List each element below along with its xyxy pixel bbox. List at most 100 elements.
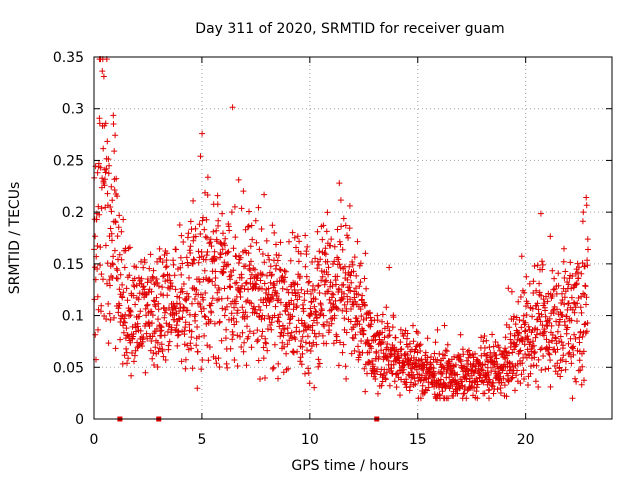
data-point	[555, 322, 562, 329]
data-point	[120, 216, 127, 223]
data-point	[497, 373, 504, 380]
data-point	[315, 363, 322, 370]
data-point	[561, 301, 568, 308]
data-point	[127, 339, 134, 346]
data-point	[96, 115, 103, 122]
data-point	[495, 344, 502, 351]
data-point	[579, 218, 586, 225]
data-point	[313, 309, 320, 316]
data-point	[424, 354, 431, 361]
data-point	[327, 300, 334, 307]
data-point	[404, 352, 411, 359]
data-point	[544, 298, 551, 305]
data-point	[497, 347, 503, 354]
data-point	[138, 275, 145, 282]
data-point	[275, 296, 282, 302]
data-point	[559, 290, 565, 297]
data-point	[538, 311, 545, 318]
data-point	[232, 280, 239, 287]
data-point	[192, 311, 199, 318]
data-point	[335, 306, 341, 313]
data-point	[568, 294, 575, 301]
data-point	[218, 337, 225, 344]
data-point	[308, 310, 315, 317]
data-point	[486, 386, 493, 393]
data-point	[350, 301, 357, 308]
data-point	[574, 269, 581, 276]
data-point	[108, 230, 115, 237]
data-point	[502, 355, 509, 362]
data-point	[112, 132, 119, 139]
data-point	[158, 324, 165, 331]
data-point	[96, 211, 103, 218]
data-point	[572, 304, 579, 311]
data-point	[322, 278, 328, 285]
data-point	[100, 276, 106, 283]
data-point	[336, 238, 343, 245]
axes: 0 5 10 15 20 0 0.05 0.1 0.15 0.2 0.25 0.3 0.35	[53, 50, 612, 448]
data-point	[514, 367, 520, 374]
data-point	[523, 273, 530, 280]
data-point	[207, 318, 214, 325]
data-point	[507, 336, 514, 343]
data-point	[300, 308, 307, 315]
data-point	[299, 343, 306, 350]
data-point	[410, 322, 416, 329]
data-point	[265, 313, 272, 319]
data-point	[293, 303, 300, 309]
data-point	[397, 392, 403, 399]
data-point	[234, 310, 241, 317]
data-point	[548, 322, 555, 329]
data-point	[340, 215, 347, 222]
data-point	[565, 300, 572, 307]
data-point	[98, 271, 105, 278]
data-point	[486, 395, 492, 402]
data-point	[118, 228, 125, 235]
data-point	[194, 385, 201, 392]
data-point	[204, 192, 211, 198]
data-point	[463, 395, 470, 402]
data-point	[290, 349, 297, 356]
data-point	[340, 281, 347, 288]
data-point	[478, 334, 485, 341]
data-point	[252, 217, 259, 224]
data-point	[379, 329, 386, 336]
data-point	[521, 289, 528, 296]
data-point	[149, 355, 156, 362]
data-point	[185, 262, 192, 269]
data-point	[226, 227, 233, 234]
data-point	[567, 259, 574, 266]
data-point	[555, 270, 562, 277]
data-point	[111, 148, 118, 155]
data-point	[494, 361, 501, 368]
data-point	[263, 237, 270, 244]
data-point	[214, 201, 221, 208]
data-point	[301, 320, 308, 326]
data-point	[386, 264, 393, 271]
data-point	[483, 337, 490, 344]
data-point	[198, 253, 205, 260]
data-point	[418, 356, 425, 363]
data-point	[281, 278, 288, 285]
data-point	[560, 258, 567, 265]
x-tick-label: 0	[90, 432, 99, 448]
data-point	[197, 153, 204, 160]
data-point	[349, 334, 356, 341]
data-point	[124, 360, 130, 367]
data-point	[379, 311, 386, 318]
data-point	[309, 259, 316, 265]
data-point	[151, 301, 158, 308]
data-point	[323, 228, 330, 235]
data-point	[97, 244, 104, 251]
data-point	[192, 317, 199, 324]
data-point	[328, 320, 335, 327]
data-point	[277, 311, 283, 318]
data-point	[114, 267, 121, 274]
data-point	[217, 251, 224, 258]
data-point	[268, 271, 275, 278]
data-point	[150, 267, 157, 274]
data-point	[130, 292, 137, 299]
data-point	[340, 341, 347, 348]
data-point	[229, 104, 236, 111]
data-point	[196, 279, 203, 285]
